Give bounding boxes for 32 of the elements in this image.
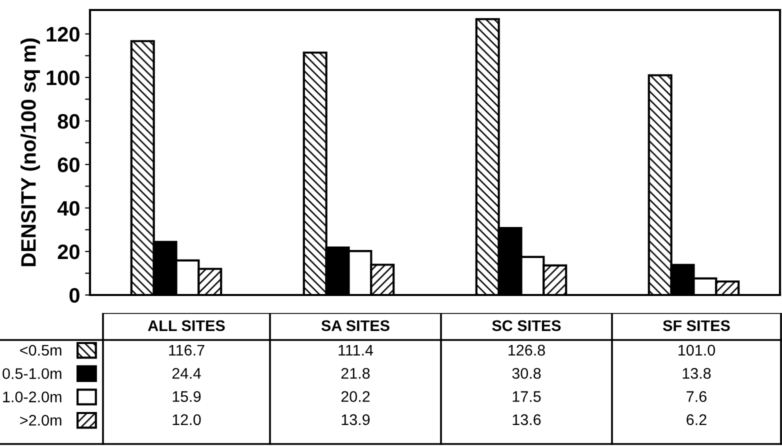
y-tick-label: 120 — [46, 26, 80, 42]
data-label: 126.8 — [508, 344, 545, 356]
data-label: 17.5 — [512, 391, 541, 402]
data-label: 20.2 — [341, 391, 370, 402]
data-label: 6.2 — [686, 414, 706, 426]
data-label: 24.4 — [172, 368, 201, 379]
data-label: 15.9 — [172, 391, 201, 402]
data-label: 30.8 — [512, 368, 541, 379]
data-label: 12.0 — [172, 414, 201, 426]
data-label: 101.0 — [678, 344, 716, 356]
x-tick-label: ALL SITES — [148, 320, 225, 332]
legend-label: 1.0-2.0m — [3, 392, 62, 402]
data-label: 116.7 — [169, 344, 204, 356]
y-tick-label: 80 — [58, 114, 80, 129]
y-tick-label: 60 — [58, 157, 80, 172]
data-label: 7.6 — [686, 391, 706, 402]
data-label: 111.4 — [338, 344, 374, 356]
x-tick-label: SC SITES — [492, 320, 561, 332]
y-tick-label: 40 — [57, 200, 80, 216]
legend-label: 0.5-1.0m — [2, 368, 62, 380]
data-label: 13.6 — [512, 414, 541, 426]
data-label: 13.9 — [342, 414, 370, 426]
y-tick-label: 100 — [46, 70, 80, 86]
y-axis-title: DENSITY (no/100 sq m) — [20, 38, 40, 266]
x-tick-label: SA SITES — [321, 320, 390, 332]
data-label: 13.8 — [682, 368, 711, 379]
data-label: 21.8 — [341, 368, 370, 379]
legend-label: <0.5m — [20, 344, 62, 356]
y-tick-label: 20 — [58, 244, 80, 260]
y-tick-label: 0 — [70, 288, 80, 303]
legend-label: >2.0m — [20, 414, 62, 426]
x-tick-label: SF SITES — [662, 320, 730, 332]
